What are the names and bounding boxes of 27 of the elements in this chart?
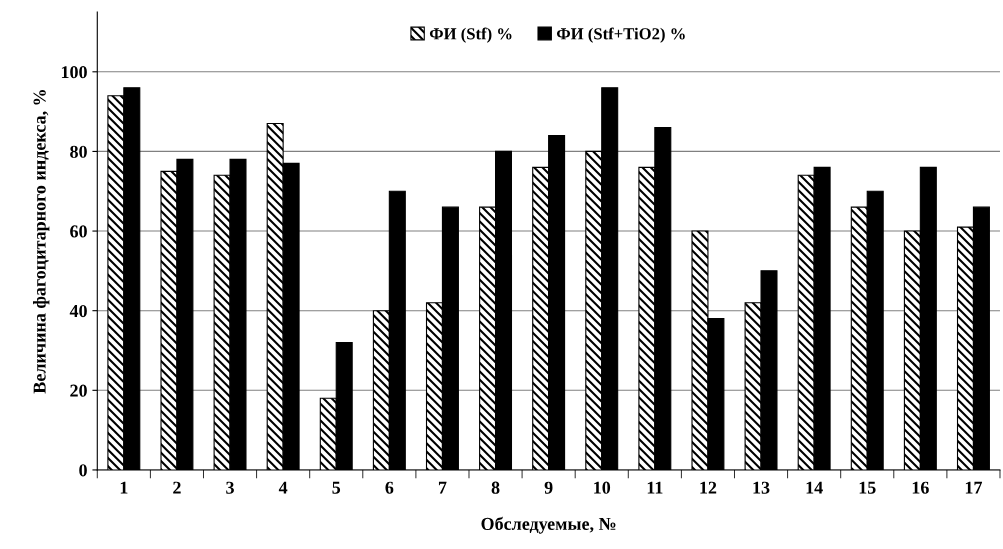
- x-tick-label: 2: [173, 481, 181, 494]
- x-tick-label: 5: [332, 481, 341, 494]
- x-tick-label: 16: [912, 481, 929, 494]
- x-tick-label: 1: [120, 481, 128, 494]
- x-tick-label: 3: [226, 481, 234, 494]
- y-tick-label: 20: [70, 384, 87, 397]
- x-tick-label: 9: [544, 481, 553, 494]
- legend-label: ФИ (Stf+TiO2) %: [556, 27, 685, 43]
- x-tick-label: 14: [806, 481, 823, 494]
- y-tick-label: 100: [61, 66, 87, 79]
- x-tick-label: 15: [859, 481, 876, 494]
- legend-label: ФИ (Stf) %: [429, 27, 512, 43]
- y-axis-title: Величина фагоцитарного индекса, %: [33, 90, 50, 394]
- x-axis-title: Обследуемые, №: [481, 516, 616, 534]
- y-tick-label: 0: [79, 464, 87, 477]
- x-tick-label: 10: [594, 481, 611, 494]
- x-tick-label: 4: [278, 481, 288, 494]
- x-tick-label: 7: [438, 481, 447, 494]
- x-tick-label: 17: [965, 481, 983, 494]
- y-tick-label: 40: [69, 304, 87, 318]
- x-tick-label: 12: [700, 481, 717, 494]
- x-tick-label: 11: [647, 481, 663, 494]
- y-tick-label: 80: [70, 145, 87, 158]
- x-tick-label: 6: [385, 481, 394, 494]
- x-tick-label: 13: [753, 481, 770, 494]
- x-tick-label: 8: [491, 481, 500, 494]
- y-tick-label: 60: [70, 225, 87, 238]
